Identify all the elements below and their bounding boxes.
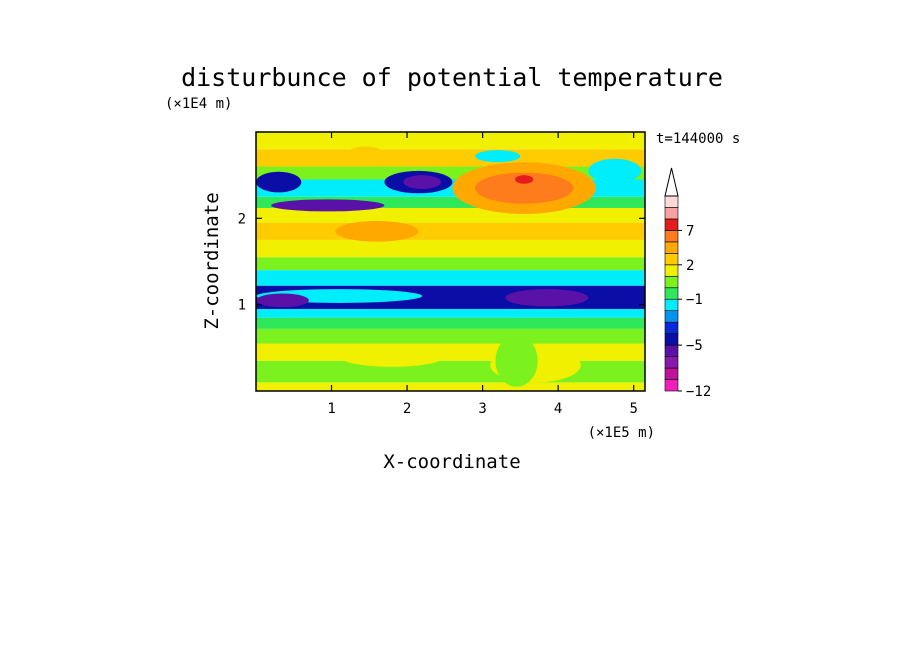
- colorbar-segment: [664, 230, 679, 243]
- contour-band: [256, 382, 645, 391]
- x-tick-label: 2: [403, 401, 411, 417]
- contour-band: [256, 328, 645, 344]
- contour-feature: [515, 175, 534, 184]
- contour-feature: [475, 150, 521, 163]
- x-tick-label: 4: [554, 401, 562, 417]
- contour-band: [256, 270, 645, 286]
- contour-band: [256, 360, 645, 383]
- colorbar-segment: [664, 321, 679, 334]
- contour-feature: [271, 199, 385, 212]
- x-axis-label: X-coordinate: [383, 451, 520, 473]
- contour-feature: [335, 220, 419, 242]
- colorbar-segment: [664, 264, 679, 277]
- contour-band: [256, 196, 645, 208]
- colorbar-tick-label: 7: [686, 223, 694, 239]
- x-unit-label: (×1E5 m): [588, 425, 655, 441]
- colorbar-segment: [664, 367, 679, 380]
- colorbar-segment: [664, 275, 679, 289]
- colorbar-segment: [664, 253, 679, 266]
- contour-feature: [346, 146, 385, 161]
- y-axis: 12: [238, 211, 645, 314]
- contour-band: [256, 239, 645, 258]
- colorbar-segment: [664, 287, 679, 300]
- colorbar-segment: [664, 344, 679, 357]
- colorbar-segment: [664, 310, 679, 323]
- contour-band: [256, 132, 645, 150]
- contour-feature: [256, 171, 302, 193]
- y-unit-label: (×1E4 m): [165, 96, 232, 112]
- colorbar-segment: [664, 241, 679, 254]
- y-axis-label: Z-coordinate: [201, 192, 223, 329]
- contour-band: [256, 343, 645, 361]
- x-tick-label: 3: [478, 401, 486, 417]
- contour-feature: [495, 334, 538, 387]
- plot-frame: [255, 131, 646, 392]
- colorbar-tick-label: −1: [686, 292, 703, 308]
- x-axis: 1 2 3 4 5: [327, 132, 638, 417]
- colorbar-segment: [664, 195, 679, 208]
- colorbar: −12−5−127: [664, 167, 711, 400]
- contour-plot-area: [256, 132, 645, 391]
- contour-feature: [588, 158, 642, 183]
- colorbar-segment: [664, 207, 679, 220]
- colorbar-segment: [664, 298, 679, 312]
- contour-band: [256, 222, 645, 240]
- contour-band: [256, 257, 645, 271]
- colorbar-segment: [664, 379, 679, 392]
- colorbar-segment: [664, 356, 679, 369]
- contour-feature: [339, 346, 445, 367]
- x-tick-label: 1: [327, 401, 335, 417]
- contour-band: [256, 308, 645, 318]
- colorbar-tick-label: 2: [686, 258, 694, 274]
- x-tick-label: 5: [629, 401, 637, 417]
- colorbar-extend-arrow: [664, 167, 679, 197]
- colorbar-tick-label: −12: [686, 384, 711, 400]
- contour-feature: [256, 293, 309, 308]
- contour-band: [256, 317, 645, 329]
- y-tick-label: 1: [238, 298, 246, 314]
- colorbar-segment: [664, 218, 679, 231]
- contour-band: [256, 149, 645, 167]
- y-tick-label: 2: [238, 211, 246, 227]
- contour-feature: [475, 172, 574, 204]
- contour-feature: [505, 289, 589, 307]
- colorbar-tick-label: −5: [686, 338, 703, 354]
- colorbar-segment: [664, 333, 679, 346]
- chart-title: disturbunce of potential temperature: [181, 63, 723, 92]
- contour-feature: [403, 175, 442, 189]
- time-label: t=144000 s: [656, 131, 740, 147]
